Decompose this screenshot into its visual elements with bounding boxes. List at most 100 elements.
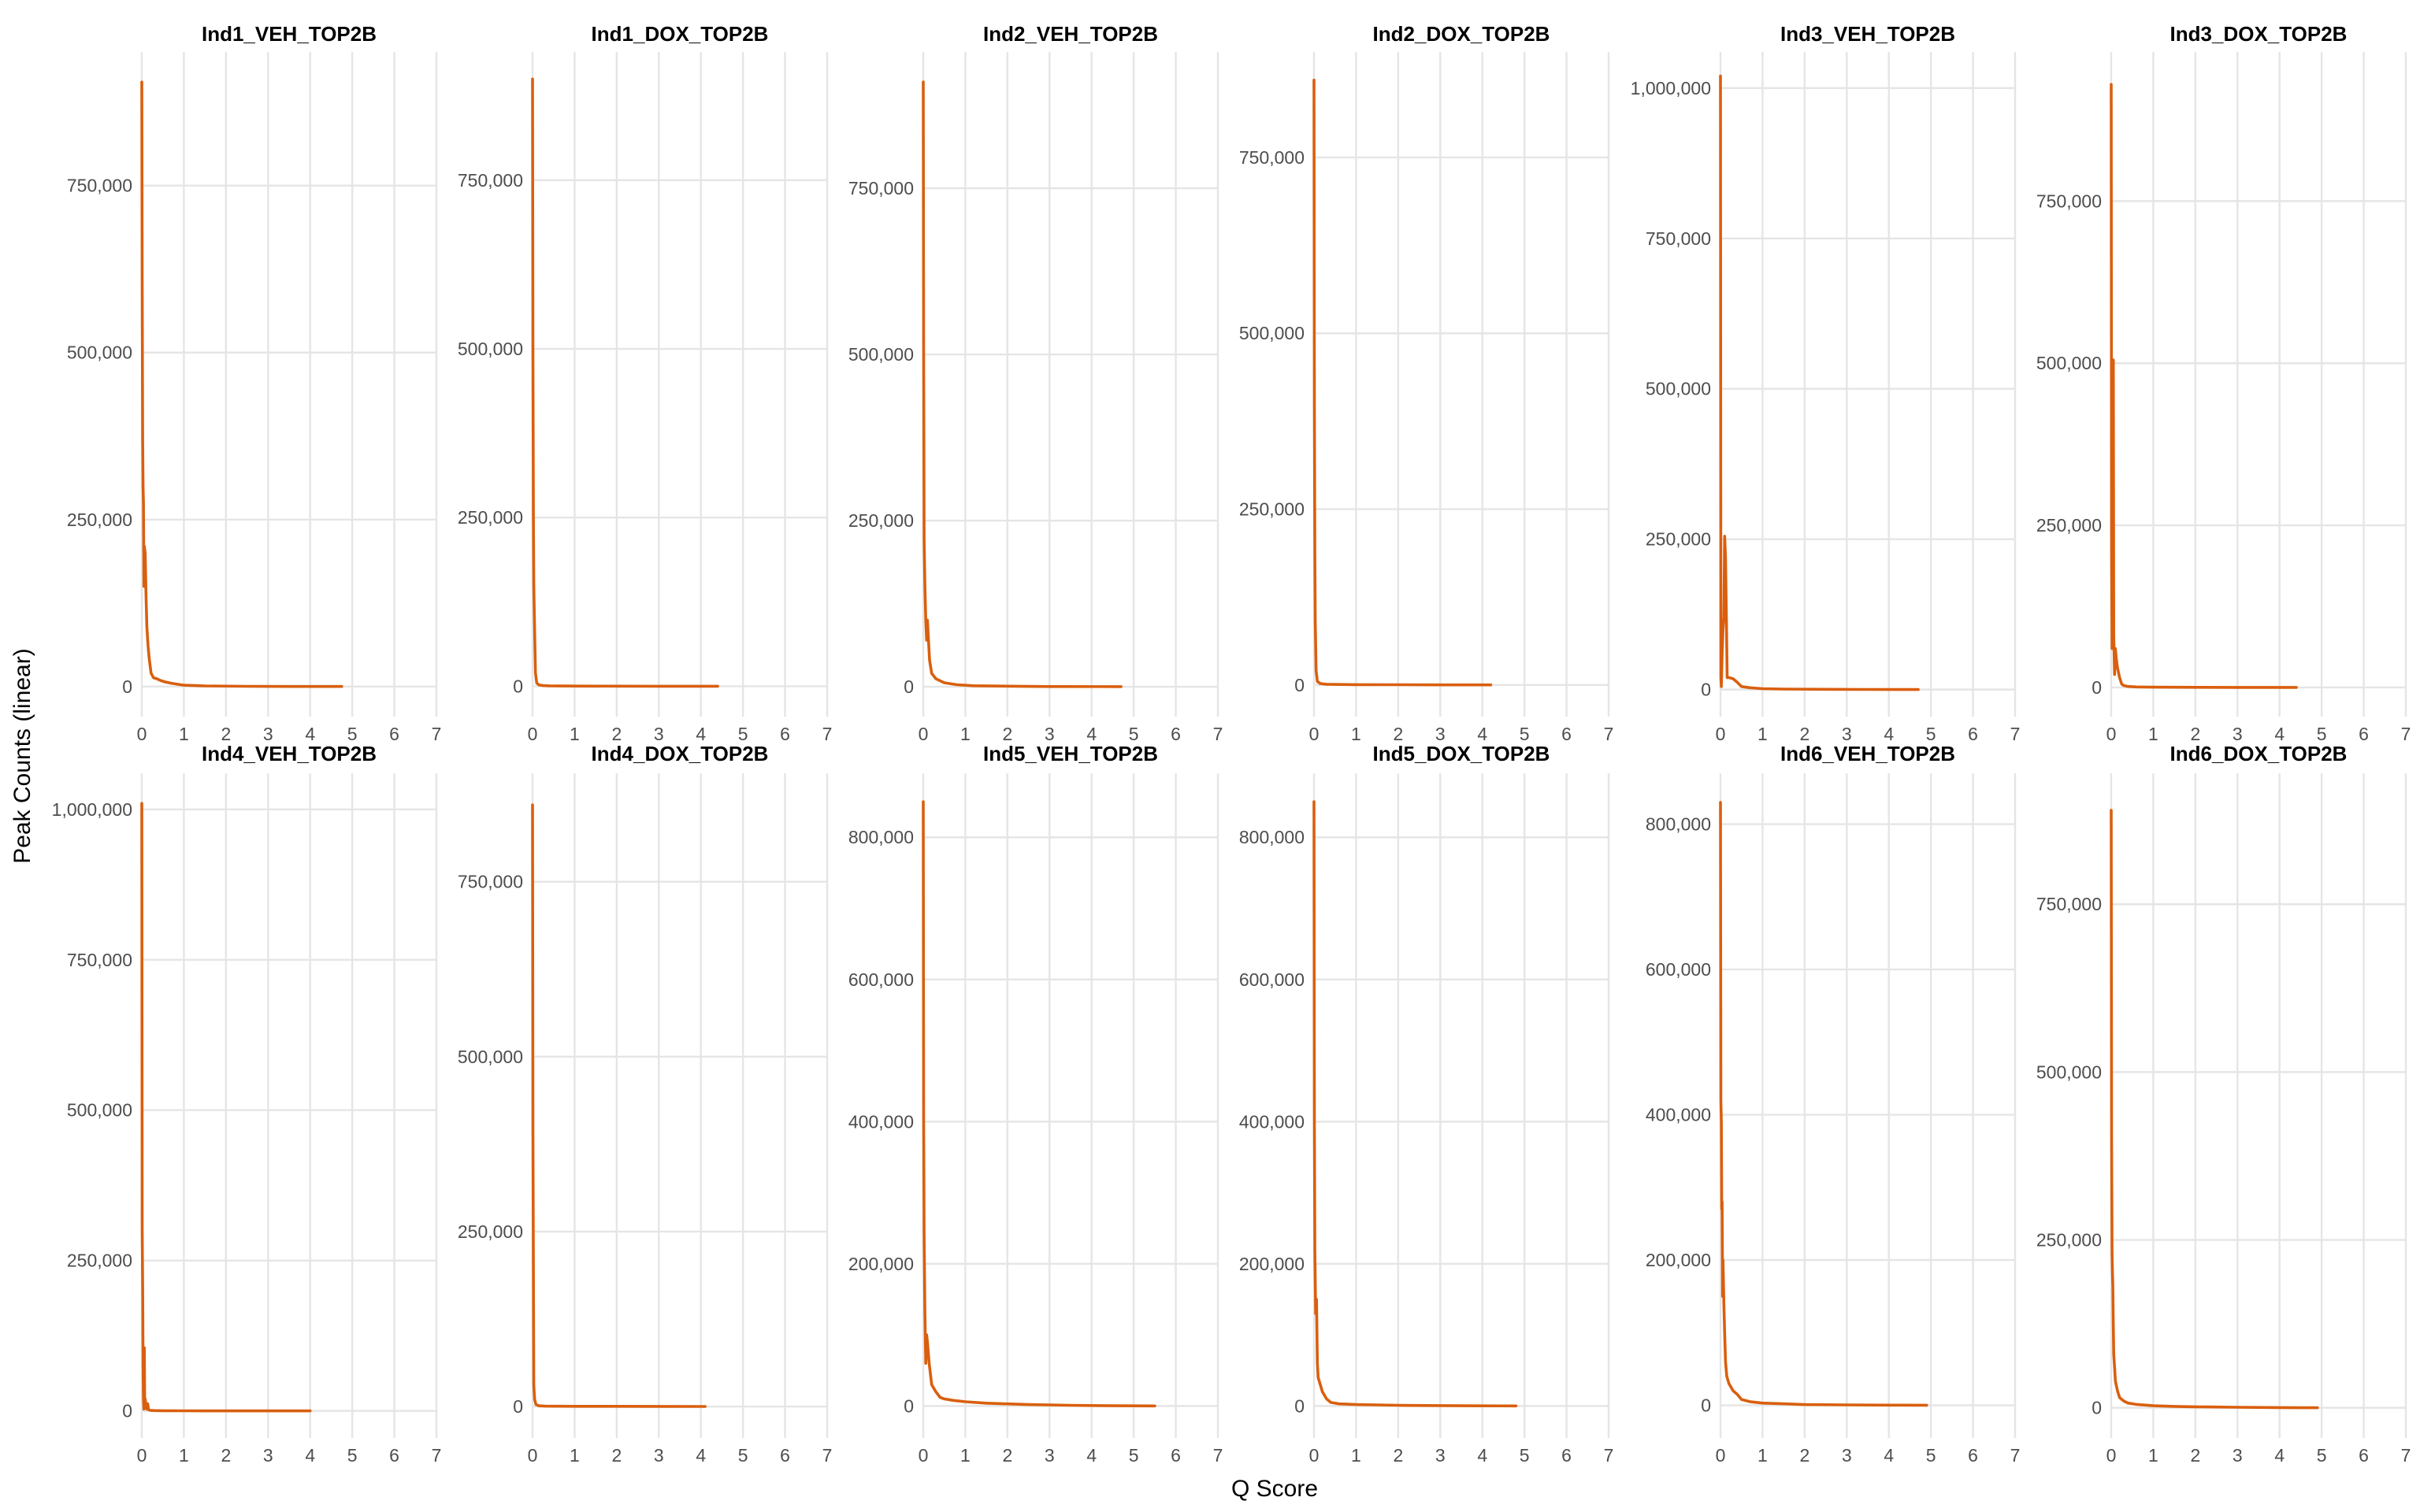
y-tick-label: 800,000: [1646, 814, 1711, 835]
x-tick-label: 0: [528, 1445, 538, 1466]
series-line: [1719, 74, 1920, 691]
y-tick-label: 600,000: [848, 969, 914, 990]
y-tick-label: 0: [904, 676, 914, 697]
x-tick-label: 0: [137, 1445, 147, 1466]
y-tick-label: 0: [1701, 1395, 1711, 1415]
panel-10: Ind5_DOX_TOP2B 0 1 2 3 4 5 6 7 0 200,000 400,000 600…: [1239, 742, 1614, 1466]
x-tick-label: 3: [654, 1445, 664, 1466]
panel-9: Ind5_VEH_TOP2B 0 1 2 3 4 5 6 7 0 200,000 400,000 600…: [848, 742, 1223, 1466]
x-tick-label: 1: [570, 1445, 580, 1466]
x-tick-label: 7: [2401, 1445, 2411, 1466]
y-tick-label: 750,000: [2036, 191, 2102, 211]
y-tick-label: 0: [904, 1395, 914, 1416]
x-tick-label: 2: [1393, 724, 1403, 744]
x-tick-label: 6: [780, 1445, 790, 1466]
x-tick-label: 3: [654, 724, 664, 744]
x-tick-label: 0: [919, 724, 929, 744]
y-tick-label: 0: [122, 1401, 132, 1421]
x-tick-label: 1: [1351, 1445, 1361, 1466]
x-tick-label: 2: [1002, 1445, 1012, 1466]
x-tick-label: 2: [1799, 724, 1809, 744]
y-tick-label: 250,000: [1646, 529, 1711, 550]
panel-4: Ind2_DOX_TOP2B 0 1 2 3 4 5 6 7 0 250,000 500,000 750…: [1239, 22, 1614, 744]
x-tick-label: 5: [1129, 724, 1139, 744]
y-tick-label: 500,000: [2036, 353, 2102, 373]
y-axis-title: Peak Counts (linear): [9, 648, 35, 863]
panel-title: Ind5_VEH_TOP2B: [983, 742, 1158, 765]
series-line: [1312, 800, 1518, 1408]
x-tick-label: 2: [2190, 1445, 2200, 1466]
x-tick-label: 6: [1968, 724, 1978, 744]
panel-title: Ind4_DOX_TOP2B: [592, 742, 769, 765]
x-tick-label: 6: [1171, 724, 1181, 744]
x-tick-label: 4: [696, 1445, 706, 1466]
x-tick-label: 4: [1477, 724, 1487, 744]
x-tick-label: 0: [1309, 1445, 1319, 1466]
panel-8: Ind4_DOX_TOP2B 0 1 2 3 4 5 6 7 0 250,000 500,000 750…: [458, 742, 833, 1466]
y-tick-label: 800,000: [848, 827, 914, 847]
y-tick-label: 800,000: [1239, 827, 1305, 847]
x-tick-label: 7: [1213, 724, 1223, 744]
x-tick-label: 3: [2233, 1445, 2243, 1466]
y-tick-label: 500,000: [458, 1047, 523, 1067]
x-tick-label: 5: [738, 724, 748, 744]
x-tick-label: 7: [2401, 724, 2411, 744]
x-tick-label: 6: [389, 724, 399, 744]
x-tick-label: 0: [1309, 724, 1319, 744]
x-tick-label: 2: [1002, 724, 1012, 744]
x-tick-label: 1: [2148, 1445, 2158, 1466]
y-tick-label: 0: [122, 676, 132, 697]
x-tick-label: 5: [347, 1445, 358, 1466]
x-tick-label: 3: [1045, 1445, 1055, 1466]
series-line: [140, 802, 312, 1413]
x-tick-label: 7: [1604, 724, 1614, 744]
panel-2: Ind1_DOX_TOP2B 0 1 2 3 4 5 6 7 0 250,000 500,000 750…: [458, 22, 833, 744]
series-line: [531, 803, 707, 1408]
panel-title: Ind5_DOX_TOP2B: [1373, 742, 1550, 765]
x-tick-label: 6: [389, 1445, 399, 1466]
x-tick-label: 6: [2359, 724, 2369, 744]
x-tick-label: 7: [2010, 1445, 2021, 1466]
y-tick-label: 750,000: [67, 176, 132, 196]
x-tick-label: 7: [432, 724, 442, 744]
x-tick-label: 1: [570, 724, 580, 744]
x-tick-label: 1: [960, 1445, 971, 1466]
x-tick-label: 0: [1716, 1445, 1726, 1466]
y-tick-label: 750,000: [1239, 147, 1305, 168]
y-tick-label: 0: [1294, 675, 1305, 695]
x-tick-label: 4: [1086, 724, 1097, 744]
y-tick-label: 500,000: [1646, 379, 1711, 399]
x-tick-label: 7: [1604, 1445, 1614, 1466]
x-tick-label: 4: [2274, 1445, 2285, 1466]
y-tick-label: 1,000,000: [1631, 78, 1711, 98]
x-tick-label: 3: [2233, 724, 2243, 744]
y-tick-label: 250,000: [458, 507, 523, 528]
y-tick-label: 500,000: [1239, 323, 1305, 343]
y-tick-label: 250,000: [2036, 1230, 2102, 1251]
y-tick-label: 0: [1701, 680, 1711, 700]
x-tick-label: 3: [263, 1445, 273, 1466]
panel-6: Ind3_DOX_TOP2B 0 1 2 3 4 5 6 7 0 250,000 500,000 750…: [2036, 22, 2411, 744]
x-tick-label: 5: [2317, 724, 2327, 744]
y-tick-label: 500,000: [67, 1100, 132, 1121]
x-tick-label: 7: [1213, 1445, 1223, 1466]
x-tick-label: 7: [822, 1445, 833, 1466]
y-tick-label: 0: [2092, 1398, 2102, 1418]
panel-title: Ind1_DOX_TOP2B: [592, 22, 769, 46]
x-tick-label: 4: [1884, 1445, 1894, 1466]
x-tick-label: 5: [738, 1445, 748, 1466]
x-tick-label: 3: [1045, 724, 1055, 744]
x-tick-label: 1: [1757, 1445, 1768, 1466]
y-tick-label: 0: [513, 1396, 523, 1417]
y-tick-label: 400,000: [848, 1111, 914, 1132]
panel-title: Ind2_DOX_TOP2B: [1373, 22, 1550, 46]
x-tick-label: 6: [1968, 1445, 1978, 1466]
x-tick-label: 4: [1086, 1445, 1097, 1466]
panel-title: Ind3_DOX_TOP2B: [2170, 22, 2348, 46]
x-tick-label: 6: [1561, 1445, 1572, 1466]
series-line: [1312, 78, 1493, 687]
x-tick-label: 6: [1171, 1445, 1181, 1466]
x-tick-label: 5: [1926, 724, 1936, 744]
